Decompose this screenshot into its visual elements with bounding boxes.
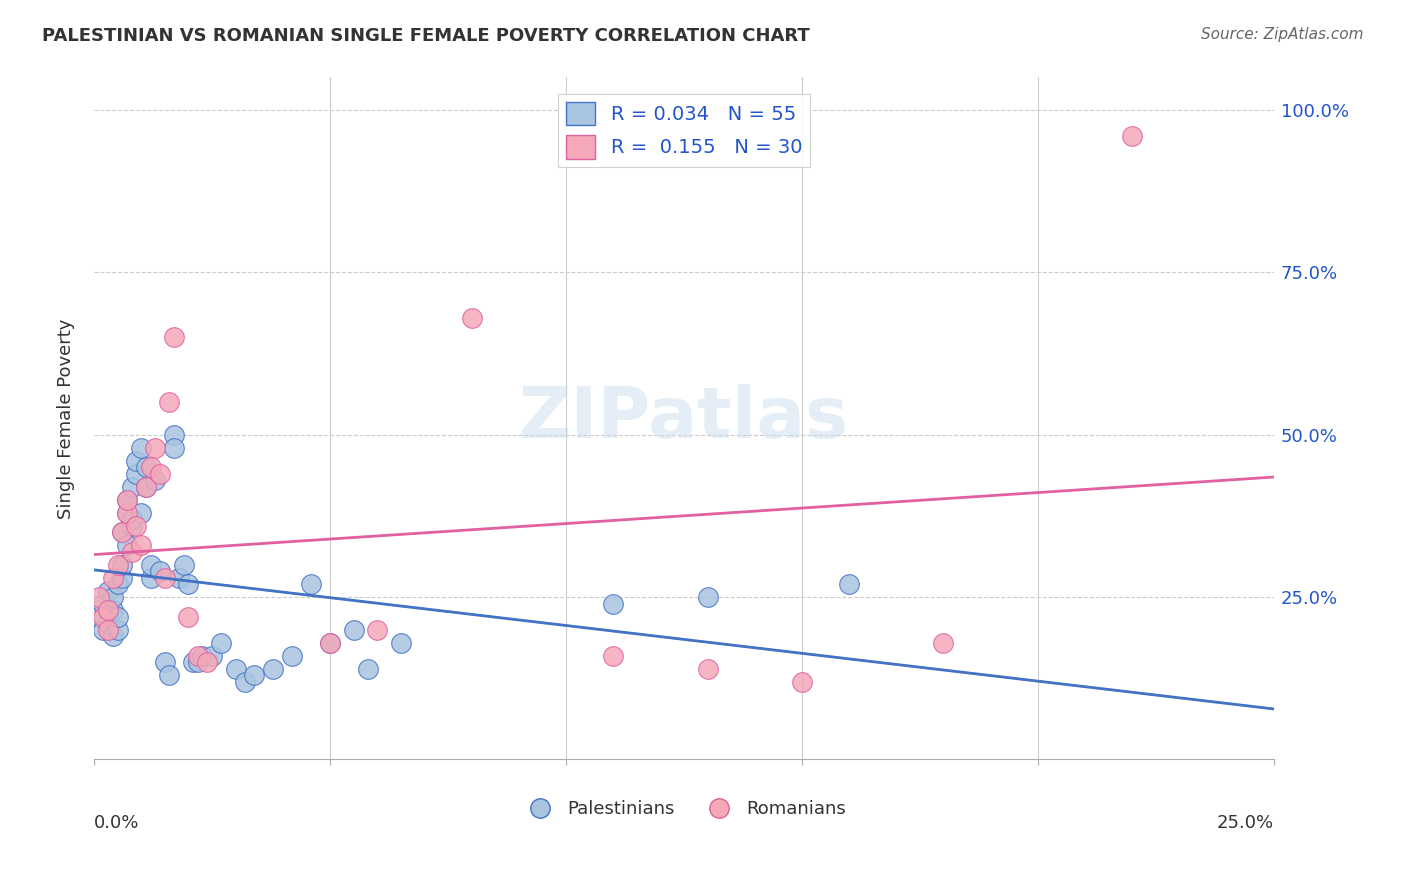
Palestinians [107,623,129,637]
Romanians [932,635,955,649]
Palestinians [135,460,157,475]
Romanians [87,590,110,604]
Palestinians [101,629,124,643]
Text: PALESTINIAN VS ROMANIAN SINGLE FEMALE POVERTY CORRELATION CHART: PALESTINIAN VS ROMANIAN SINGLE FEMALE PO… [42,27,810,45]
Romanians [195,655,218,669]
Palestinians [97,583,120,598]
Palestinians [115,538,138,552]
Palestinians [101,590,124,604]
Romanians [139,460,162,475]
Romanians [460,310,482,325]
Palestinians [121,518,143,533]
Text: Source: ZipAtlas.com: Source: ZipAtlas.com [1201,27,1364,42]
Romanians [602,648,624,663]
Palestinians [299,577,322,591]
Palestinians [149,564,172,578]
Palestinians [201,648,224,663]
Palestinians [107,609,129,624]
Palestinians [163,441,186,455]
Palestinians [97,615,120,630]
Palestinians [121,480,143,494]
Palestinians [173,558,195,572]
Palestinians [139,571,162,585]
Palestinians [111,525,134,540]
Palestinians [225,661,247,675]
Romanians [115,492,138,507]
Palestinians [187,655,209,669]
Palestinians [153,655,176,669]
Romanians [153,571,176,585]
Romanians [177,609,200,624]
Palestinians [87,609,110,624]
Palestinians [209,635,232,649]
Text: 0.0%: 0.0% [94,814,139,832]
Romanians [97,603,120,617]
Palestinians [163,427,186,442]
Y-axis label: Single Female Poverty: Single Female Poverty [58,318,75,518]
Romanians [101,571,124,585]
Romanians [1121,128,1143,143]
Palestinians [115,492,138,507]
Palestinians [159,668,181,682]
Palestinians [602,597,624,611]
Palestinians [143,473,166,487]
Romanians [696,661,718,675]
Palestinians [696,590,718,604]
Palestinians [125,453,148,467]
Romanians [107,558,129,572]
Palestinians [281,648,304,663]
Palestinians [129,441,152,455]
Palestinians [135,480,157,494]
Palestinians [93,597,115,611]
Romanians [187,648,209,663]
Legend: Palestinians, Romanians: Palestinians, Romanians [515,793,853,825]
Romanians [149,467,172,481]
Text: 25.0%: 25.0% [1216,814,1274,832]
Palestinians [101,603,124,617]
Palestinians [115,506,138,520]
Palestinians [129,506,152,520]
Romanians [159,395,181,409]
Romanians [129,538,152,552]
Romanians [97,623,120,637]
Palestinians [125,467,148,481]
Palestinians [107,577,129,591]
Palestinians [121,512,143,526]
Palestinians [177,577,200,591]
Romanians [125,518,148,533]
Palestinians [181,655,204,669]
Romanians [115,506,138,520]
Romanians [143,441,166,455]
Palestinians [139,558,162,572]
Romanians [366,623,388,637]
Palestinians [243,668,266,682]
Palestinians [342,623,364,637]
Romanians [319,635,342,649]
Palestinians [111,571,134,585]
Romanians [111,525,134,540]
Romanians [790,674,813,689]
Text: ZIPatlas: ZIPatlas [519,384,849,453]
Palestinians [838,577,860,591]
Palestinians [233,674,256,689]
Palestinians [93,623,115,637]
Romanians [93,609,115,624]
Palestinians [191,648,214,663]
Palestinians [389,635,412,649]
Palestinians [357,661,380,675]
Palestinians [167,571,190,585]
Romanians [121,544,143,558]
Palestinians [262,661,284,675]
Palestinians [319,635,342,649]
Romanians [135,480,157,494]
Romanians [163,330,186,344]
Palestinians [111,558,134,572]
